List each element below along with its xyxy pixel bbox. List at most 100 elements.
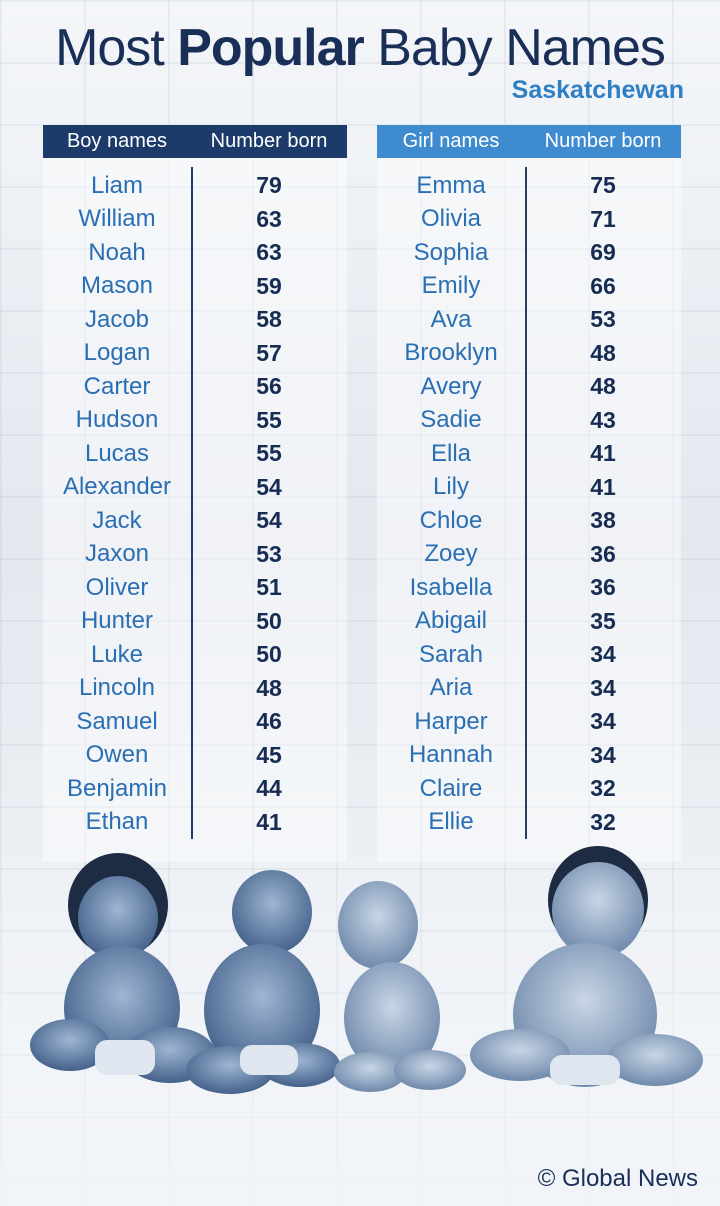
girl-number-cell: 34 <box>590 674 616 701</box>
girl-column-divider <box>525 167 527 839</box>
boy-name-cell: Jaxon <box>84 540 150 568</box>
girl-name-cell: Claire <box>419 774 483 802</box>
girl-table-row: Hannah 34 <box>377 739 681 773</box>
boy-name-cell: Jack <box>92 506 142 534</box>
girl-name-cell: Lily <box>432 473 469 501</box>
girl-number-cell: 41 <box>590 440 616 467</box>
girl-name-cell: Abigail <box>414 607 488 635</box>
boy-number-cell: 57 <box>256 339 282 366</box>
boy-names-rows: Liam 79 William 63 Noah 63 Mason 59 Jacob 58 Logan… <box>43 169 347 839</box>
boy-number-cell: 59 <box>256 272 282 299</box>
girl-name-cell: Zoey <box>424 540 478 568</box>
boy-table-row: Mason 59 <box>43 270 347 304</box>
boy-number-cell: 44 <box>256 775 282 802</box>
girl-number-cell: 35 <box>590 607 616 634</box>
boy-name-cell: Noah <box>88 238 146 266</box>
girl-name-cell: Chloe <box>419 506 483 534</box>
boy-name-cell: Lincoln <box>78 674 156 702</box>
girl-names-table: Girl names Number born Emma 75 Olivia 71 Sop… <box>377 125 681 862</box>
title-prefix: Most <box>55 19 165 77</box>
boy-name-cell: Mason <box>80 272 154 300</box>
boy-number-cell: 55 <box>256 406 282 433</box>
baby-1 <box>30 853 216 1083</box>
girl-name-cell: Emma <box>416 171 486 199</box>
credit-text: © Global News <box>537 1165 698 1192</box>
girl-table-row: Sophia 69 <box>377 236 681 270</box>
girl-names-header: Girl names Number born <box>377 125 681 158</box>
boy-table-row: Ethan 41 <box>43 806 347 840</box>
boy-name-cell: Oliver <box>85 573 149 601</box>
girl-table-row: Isabella 36 <box>377 571 681 605</box>
boy-table-row: Hunter 50 <box>43 605 347 639</box>
boy-table-row: Hudson 55 <box>43 404 347 438</box>
girl-table-row: Harper 34 <box>377 705 681 739</box>
boy-number-cell: 63 <box>256 205 282 232</box>
boy-table-row: Owen 45 <box>43 739 347 773</box>
boy-table-row: Oliver 51 <box>43 571 347 605</box>
boy-number-cell: 79 <box>256 172 282 199</box>
girl-table-row: Lily 41 <box>377 471 681 505</box>
boy-number-cell: 55 <box>256 440 282 467</box>
girl-number-cell: 32 <box>590 808 616 835</box>
boy-number-cell: 54 <box>256 507 282 534</box>
girl-name-cell: Emily <box>421 272 481 300</box>
girl-name-cell: Hannah <box>408 741 494 769</box>
boy-number-cell: 45 <box>256 741 282 768</box>
baby-3 <box>334 881 466 1092</box>
boy-table-row: Lucas 55 <box>43 437 347 471</box>
girl-name-cell: Brooklyn <box>404 339 498 367</box>
girl-number-cell: 38 <box>590 507 616 534</box>
girl-names-rows: Emma 75 Olivia 71 Sophia 69 Emily 66 Ava 53 Brookl… <box>377 169 681 839</box>
girl-number-column-header: Number born <box>544 130 662 152</box>
girl-table-row: Emma 75 <box>377 169 681 203</box>
girl-number-cell: 48 <box>590 339 616 366</box>
girl-number-cell: 34 <box>590 708 616 735</box>
boy-names-table: Boy names Number born Liam 79 William 63 Noa… <box>43 125 347 862</box>
girl-name-cell: Ellie <box>428 808 474 836</box>
girl-number-cell: 75 <box>590 172 616 199</box>
boy-name-cell: Benjamin <box>66 774 168 802</box>
page-subtitle: Saskatchewan <box>511 76 684 104</box>
boy-number-cell: 50 <box>256 641 282 668</box>
girl-table-row: Ellie 32 <box>377 806 681 840</box>
boy-table-row: Carter 56 <box>43 370 347 404</box>
girl-number-cell: 53 <box>590 306 616 333</box>
baby-2 <box>186 870 340 1094</box>
girl-table-row: Avery 48 <box>377 370 681 404</box>
boy-table-row: Samuel 46 <box>43 705 347 739</box>
girl-table-row: Ella 41 <box>377 437 681 471</box>
girl-name-cell: Isabella <box>409 573 493 601</box>
boy-name-cell: Ethan <box>85 808 149 836</box>
boy-name-cell: Luke <box>90 640 144 668</box>
girl-table-row: Sadie 43 <box>377 404 681 438</box>
boy-table-row: Jack 54 <box>43 504 347 538</box>
boy-number-cell: 54 <box>256 473 282 500</box>
boy-table-row: Alexander 54 <box>43 471 347 505</box>
boy-number-cell: 51 <box>256 574 282 601</box>
girl-number-cell: 34 <box>590 641 616 668</box>
boy-name-cell: Hunter <box>80 607 154 635</box>
girl-name-cell: Ella <box>430 439 472 467</box>
girl-number-cell: 69 <box>590 239 616 266</box>
boy-table-row: Jaxon 53 <box>43 538 347 572</box>
boy-name-cell: William <box>78 205 156 233</box>
boy-name-cell: Lucas <box>84 439 150 467</box>
girl-names-column-header: Girl names <box>402 130 500 152</box>
girl-number-cell: 34 <box>590 741 616 768</box>
boy-name-cell: Samuel <box>76 707 158 735</box>
girl-table-row: Ava 53 <box>377 303 681 337</box>
girl-name-cell: Sarah <box>418 640 484 668</box>
title-suffix: Baby Names <box>377 19 666 77</box>
boy-number-cell: 48 <box>256 674 282 701</box>
page-title: Most Popular Baby Names <box>0 18 720 78</box>
boy-table-row: William 63 <box>43 203 347 237</box>
boy-number-cell: 46 <box>256 708 282 735</box>
girl-name-cell: Sophia <box>413 238 489 266</box>
babies-photo <box>30 846 703 1094</box>
boy-number-cell: 41 <box>256 808 282 835</box>
baby-4 <box>470 846 703 1087</box>
boy-name-cell: Hudson <box>75 406 159 434</box>
girl-number-cell: 66 <box>590 272 616 299</box>
boy-number-cell: 58 <box>256 306 282 333</box>
girl-number-cell: 36 <box>590 574 616 601</box>
